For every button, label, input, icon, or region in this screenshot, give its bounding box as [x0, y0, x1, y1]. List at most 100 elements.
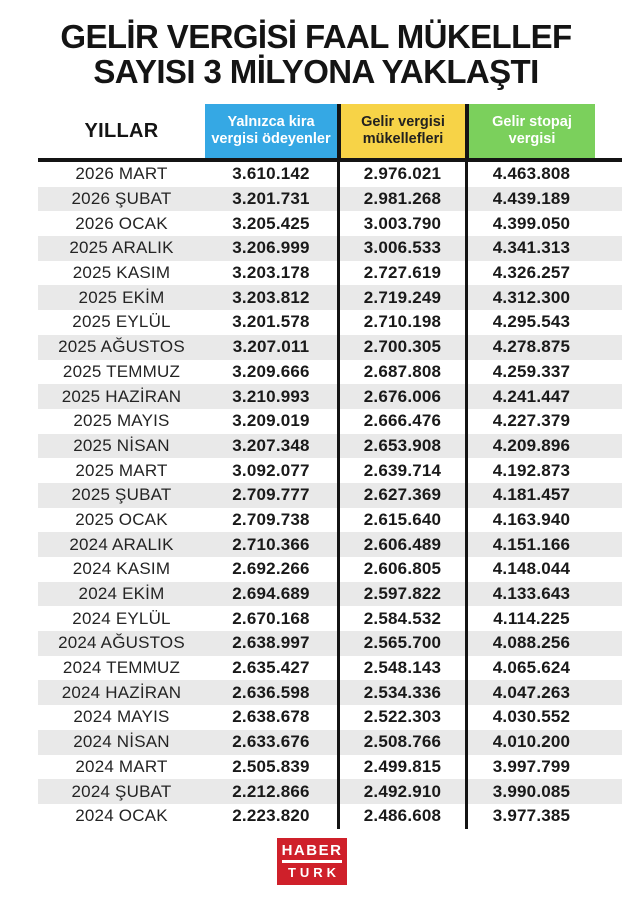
row-value-withholding-tax: 4.439.189 [465, 186, 622, 212]
row-value-rent-tax: 2.505.839 [232, 756, 310, 776]
row-value-income-tax: 2.597.822 [337, 581, 465, 607]
row-value-withholding-tax: 4.209.896 [465, 433, 622, 459]
row-value-income-tax: 2.615.640 [337, 507, 465, 533]
table-row: 2024 EYLÜL 2.670.168 2.584.532 4.114.225 [38, 606, 622, 632]
row-value-income-tax: 2.976.021 [337, 162, 465, 187]
table-row: 2025 MAYIS 3.209.019 2.666.476 4.227.379 [38, 408, 622, 434]
row-value-withholding-tax: 4.163.940 [465, 507, 622, 533]
row-value-income-tax: 2.687.808 [337, 359, 465, 385]
row-value-withholding-tax: 4.088.256 [465, 631, 622, 656]
row-value-rent-tax: 2.638.678 [232, 707, 310, 727]
column-header-withholding-tax: Gelir stopaj vergisi [465, 104, 595, 158]
row-period: 2025 OCAK [75, 509, 168, 529]
row-period: 2025 EYLÜL [72, 312, 171, 332]
table-row: 2024 MART 2.505.839 2.499.815 3.997.799 [38, 754, 622, 780]
row-value-withholding-tax: 4.151.166 [465, 532, 622, 557]
row-period: 2025 AĞUSTOS [58, 337, 185, 357]
row-value-rent-tax: 3.207.011 [232, 337, 310, 357]
row-period: 2025 ŞUBAT [71, 485, 172, 505]
row-value-rent-tax: 3.206.999 [232, 238, 310, 258]
row-value-withholding-tax: 4.148.044 [465, 557, 622, 582]
row-period: 2024 HAZİRAN [61, 682, 182, 702]
table-row: 2024 TEMMUZ 2.635.427 2.548.143 4.065.624 [38, 655, 622, 681]
table-row: 2024 MAYIS 2.638.678 2.522.303 4.030.552 [38, 705, 622, 730]
row-value-rent-tax: 2.636.598 [232, 682, 310, 702]
table-row: 2025 MART 3.092.077 2.639.714 4.192.873 [38, 458, 622, 483]
page-title-line2: SAYISI 3 MİLYONA YAKLAŞTI [93, 52, 539, 90]
row-value-rent-tax: 2.223.820 [232, 806, 310, 826]
page-title: GELİR VERGİSİ FAAL MÜKELLEF SAYISI 3 MİL… [0, 19, 632, 90]
row-period: 2024 EYLÜL [72, 608, 171, 628]
row-value-income-tax: 2.627.369 [337, 482, 465, 508]
row-value-rent-tax: 2.635.427 [232, 658, 310, 678]
row-value-income-tax: 3.006.533 [337, 236, 465, 261]
row-period: 2025 TEMMUZ [62, 361, 181, 381]
row-value-withholding-tax: 4.312.300 [465, 285, 622, 311]
table-row: 2024 NİSAN 2.633.676 2.508.766 4.010.200 [38, 729, 622, 755]
row-period: 2024 NİSAN [73, 732, 170, 752]
row-value-withholding-tax: 4.259.337 [465, 359, 622, 385]
row-value-withholding-tax: 3.990.085 [465, 779, 622, 804]
row-period: 2025 KASIM [72, 263, 171, 283]
table-row: 2026 ŞUBAT 3.201.731 2.981.268 4.439.189 [38, 186, 622, 212]
row-period: 2026 OCAK [75, 213, 168, 233]
row-value-rent-tax: 2.709.777 [232, 485, 310, 505]
row-value-withholding-tax: 4.399.050 [465, 211, 622, 237]
row-value-income-tax: 2.639.714 [337, 458, 465, 483]
row-value-rent-tax: 3.209.019 [232, 411, 310, 431]
row-value-withholding-tax: 4.133.643 [465, 581, 622, 607]
row-period: 2024 EKİM [78, 584, 165, 604]
row-period: 2025 MART [75, 460, 168, 480]
row-period: 2024 OCAK [75, 806, 168, 826]
row-value-income-tax: 2.548.143 [337, 655, 465, 681]
row-period: 2024 ŞUBAT [71, 781, 172, 801]
table-row: 2024 OCAK 2.223.820 2.486.608 3.977.385 [38, 803, 622, 829]
row-value-rent-tax: 2.670.168 [232, 608, 310, 628]
row-value-income-tax: 3.003.790 [337, 211, 465, 237]
row-value-withholding-tax: 4.047.263 [465, 680, 622, 706]
row-value-rent-tax: 3.207.348 [232, 435, 310, 455]
table-body: 2026 MART 3.610.142 2.976.021 4.463.808 2026… [38, 162, 622, 829]
row-period: 2026 MART [75, 164, 168, 184]
row-period: 2025 MAYIS [73, 411, 170, 431]
row-value-withholding-tax: 4.341.313 [465, 236, 622, 261]
row-value-income-tax: 2.710.198 [337, 310, 465, 335]
row-value-withholding-tax: 4.010.200 [465, 729, 622, 755]
row-value-rent-tax: 3.203.812 [232, 287, 310, 307]
row-value-rent-tax: 3.203.178 [232, 263, 310, 283]
row-value-income-tax: 2.981.268 [337, 186, 465, 212]
row-value-income-tax: 2.522.303 [337, 705, 465, 730]
row-value-rent-tax: 2.692.266 [232, 559, 310, 579]
row-value-rent-tax: 3.209.666 [232, 361, 310, 381]
row-value-rent-tax: 3.201.731 [232, 189, 310, 209]
row-value-rent-tax: 2.694.689 [232, 584, 310, 604]
row-value-rent-tax: 2.710.366 [232, 534, 310, 554]
row-value-income-tax: 2.666.476 [337, 408, 465, 434]
row-period: 2025 EKİM [78, 287, 165, 307]
header-filler [595, 104, 622, 158]
row-value-rent-tax: 3.610.142 [232, 164, 310, 184]
row-value-rent-tax: 2.638.997 [232, 633, 310, 653]
table-row: 2025 EYLÜL 3.201.578 2.710.198 4.295.543 [38, 310, 622, 335]
row-period: 2024 MART [75, 756, 168, 776]
row-value-withholding-tax: 3.977.385 [465, 803, 622, 829]
haberturk-logo-bottom: TURK [287, 865, 341, 881]
row-value-income-tax: 2.606.805 [337, 557, 465, 582]
row-period: 2025 HAZİRAN [61, 386, 182, 406]
table-row: 2025 TEMMUZ 3.209.666 2.687.808 4.259.337 [38, 359, 622, 385]
row-value-rent-tax: 3.201.578 [232, 312, 310, 332]
tax-table: YILLAR Yalnızca kira vergisi ödeyenler G… [38, 104, 622, 829]
table-row: 2025 ARALIK 3.206.999 3.006.533 4.341.313 [38, 236, 622, 261]
haberturk-logo-top: HABER [281, 842, 343, 864]
row-value-rent-tax: 2.709.738 [232, 509, 310, 529]
row-value-withholding-tax: 4.326.257 [465, 260, 622, 286]
row-value-withholding-tax: 4.295.543 [465, 310, 622, 335]
row-value-withholding-tax: 4.227.379 [465, 408, 622, 434]
table-row: 2024 EKİM 2.694.689 2.597.822 4.133.643 [38, 581, 622, 607]
row-value-income-tax: 2.534.336 [337, 680, 465, 706]
table-row: 2025 EKİM 3.203.812 2.719.249 4.312.300 [38, 285, 622, 311]
row-value-withholding-tax: 4.278.875 [465, 334, 622, 360]
column-header-rent-tax-payers: Yalnızca kira vergisi ödeyenler [205, 104, 337, 158]
row-value-income-tax: 2.492.910 [337, 779, 465, 804]
